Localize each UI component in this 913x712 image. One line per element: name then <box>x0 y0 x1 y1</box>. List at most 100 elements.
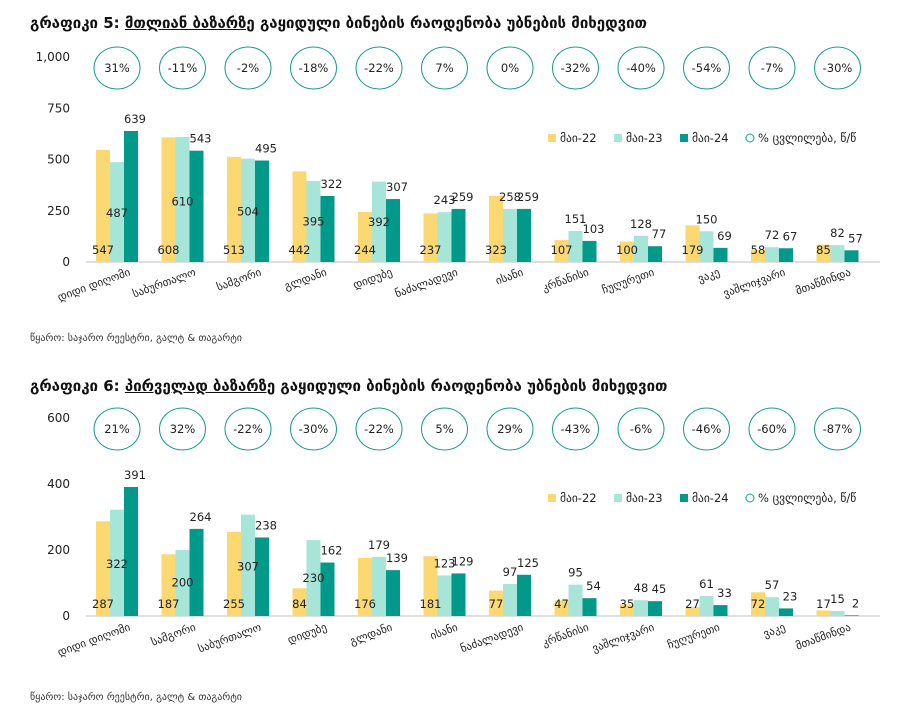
change-circle <box>93 407 141 451</box>
data-label: 45 <box>652 582 667 596</box>
legend-circle-swatch <box>745 133 755 143</box>
change-circle <box>748 407 796 451</box>
change-label: -7% <box>761 61 783 75</box>
change-circle <box>290 46 337 90</box>
bar <box>372 181 386 262</box>
data-label: 200 <box>172 575 194 589</box>
legend-swatch <box>614 134 622 142</box>
change-circle <box>748 46 796 90</box>
bar <box>765 597 779 616</box>
change-label: -22% <box>364 61 394 75</box>
change-label: -32% <box>561 61 591 75</box>
bar <box>699 595 714 616</box>
x-tick-label: კრწანისი <box>540 620 590 649</box>
data-label: 47 <box>554 597 569 611</box>
change-label: -40% <box>626 61 656 75</box>
data-label: 77 <box>489 597 504 611</box>
data-label: 162 <box>321 544 343 558</box>
bar <box>437 575 452 616</box>
bar <box>582 598 597 616</box>
data-label: 237 <box>420 243 442 257</box>
data-label: 610 <box>172 195 194 209</box>
legend-label: % ცვლილება, წ/წ <box>758 491 856 505</box>
data-label: 513 <box>223 243 245 257</box>
bar <box>255 537 269 616</box>
change-label: -60% <box>757 422 787 436</box>
bar <box>358 211 372 262</box>
data-label: 255 <box>223 597 245 611</box>
y-tick-label: 1,000 <box>36 50 70 64</box>
change-label: -2% <box>237 61 259 75</box>
data-label: 543 <box>190 132 212 146</box>
bar <box>685 225 700 262</box>
bar <box>779 248 793 262</box>
x-tick-label: მთაწმინდა <box>794 620 853 652</box>
bar <box>451 573 466 616</box>
change-label: 0% <box>501 61 519 75</box>
data-label: 395 <box>303 215 325 229</box>
legend-label: მაი-23 <box>626 131 663 145</box>
bar <box>503 583 517 616</box>
bar <box>227 156 241 262</box>
data-label: 547 <box>92 243 114 257</box>
bar <box>554 240 569 262</box>
data-label: 35 <box>620 597 635 611</box>
chart-5-source: წყარო: საჯარო რეესტრი, გალტ & თაგარტი <box>30 333 242 344</box>
data-label: 128 <box>630 217 652 231</box>
change-label: -54% <box>692 61 722 75</box>
bar <box>830 611 845 616</box>
change-circle <box>617 46 665 90</box>
bar <box>124 131 138 262</box>
bar <box>161 137 176 262</box>
bar <box>568 584 583 616</box>
bar <box>227 531 241 616</box>
data-label: 179 <box>368 538 390 552</box>
data-label: 61 <box>699 577 714 591</box>
bar <box>189 528 204 616</box>
change-label: 31% <box>104 61 130 75</box>
change-circle <box>159 407 206 451</box>
data-label: 85 <box>816 243 831 257</box>
legend-circle-swatch <box>745 493 755 503</box>
change-circle <box>552 407 599 451</box>
chart-5-title-underlined: მთლიან ბაზარზე <box>124 14 255 32</box>
chart-5-title-prefix: გრაფიკი 5: <box>30 14 125 32</box>
data-label: 123 <box>434 556 456 570</box>
data-label: 2 <box>852 596 859 610</box>
bar <box>830 245 845 262</box>
change-label: -18% <box>299 61 329 75</box>
y-tick-label: 0 <box>62 255 70 269</box>
bar <box>582 240 597 262</box>
bar <box>816 244 831 262</box>
data-label: 48 <box>634 581 649 595</box>
bar <box>437 212 452 262</box>
x-tick-label: ვაკე <box>761 621 787 641</box>
change-circle <box>552 46 599 90</box>
bar <box>241 158 255 262</box>
legend-label: მაი-22 <box>560 491 597 505</box>
y-tick-label: 200 <box>47 543 70 557</box>
change-label: 32% <box>170 422 196 436</box>
bar <box>648 601 662 616</box>
change-label: -46% <box>692 422 722 436</box>
data-label: 125 <box>517 556 539 570</box>
bar <box>489 195 503 262</box>
change-circle <box>617 407 665 451</box>
bar <box>241 514 255 616</box>
chart-6-title: გრაფიკი 6: პირველად ბაზარზე გაყიდული ბინ… <box>30 377 667 395</box>
data-label: 391 <box>124 468 146 482</box>
change-circle <box>421 407 468 451</box>
bar <box>124 486 138 616</box>
data-label: 15 <box>830 592 845 606</box>
data-label: 181 <box>420 597 442 611</box>
data-label: 57 <box>765 578 780 592</box>
data-label: 107 <box>551 243 573 257</box>
bar <box>175 550 190 616</box>
y-tick-label: 750 <box>47 101 70 115</box>
bar <box>306 540 321 616</box>
bar <box>110 162 124 262</box>
data-label: 176 <box>354 597 376 611</box>
data-label: 72 <box>765 228 780 242</box>
chart-6-source: წყარო: საჯარო რეესტრი, გალტ & თაგარტი <box>30 692 242 703</box>
